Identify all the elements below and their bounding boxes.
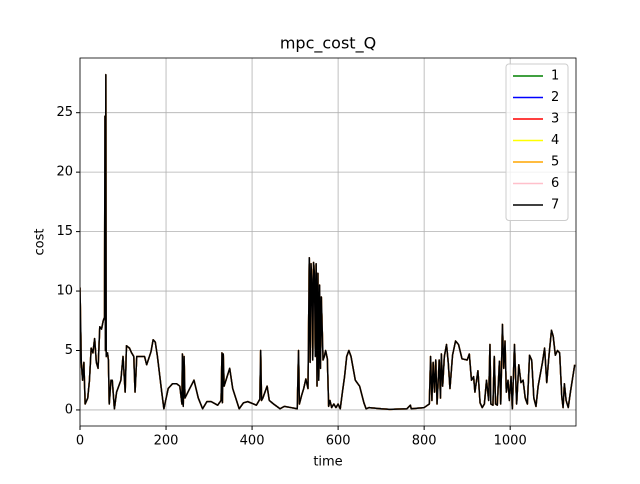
x-tick-label: 1000	[494, 434, 527, 449]
x-tick-label: 400	[240, 434, 265, 449]
legend-label: 1	[551, 69, 559, 84]
lines	[80, 73, 576, 411]
y-tick-label: 0	[65, 402, 73, 417]
legend-label: 7	[551, 198, 559, 213]
y-tick-label: 25	[56, 105, 73, 120]
ticks: 0 200 400 600 800 1000 0 5 10 15 20 25	[56, 105, 526, 448]
plot-frame	[79, 57, 577, 427]
x-tick-label: 600	[326, 434, 351, 449]
y-tick-label: 20	[56, 165, 73, 180]
legend-label: 6	[551, 176, 559, 191]
legend-label: 3	[551, 112, 559, 127]
y-tick-label: 15	[56, 224, 73, 239]
x-tick-label: 800	[412, 434, 437, 449]
y-axis-label: cost	[33, 229, 48, 256]
legend: 1 2 3 4 5 6 7	[505, 63, 569, 221]
legend-label: 4	[551, 133, 559, 148]
grid	[79, 58, 576, 426]
legend-box	[505, 63, 569, 221]
legend-label: 2	[551, 90, 559, 105]
x-tick-label: 200	[154, 434, 179, 449]
y-tick-label: 5	[65, 343, 73, 358]
x-axis-label: time	[313, 455, 342, 470]
chart-title: mpc_cost_Q	[280, 34, 376, 54]
legend-label: 5	[551, 155, 559, 170]
y-tick-label: 10	[56, 284, 73, 299]
x-tick-label: 0	[76, 434, 84, 449]
series-line	[80, 73, 576, 411]
